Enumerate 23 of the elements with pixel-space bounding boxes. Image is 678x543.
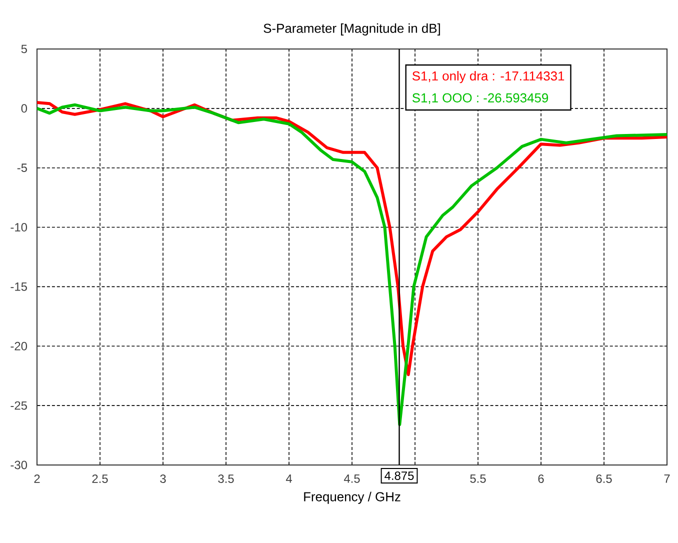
y-tick-label: -10 bbox=[10, 223, 28, 232]
x-tick-label: 7 bbox=[664, 474, 670, 483]
y-tick-label: 5 bbox=[21, 44, 27, 54]
y-tick-label: -20 bbox=[10, 342, 28, 350]
x-tick-label: 4.5 bbox=[344, 474, 360, 483]
y-tick-label: -5 bbox=[17, 164, 27, 172]
y-tick-label: -25 bbox=[10, 401, 27, 410]
x-tick-label: 6.5 bbox=[596, 474, 612, 483]
x-tick-label: 6 bbox=[538, 474, 544, 483]
x-tick-label: 4 bbox=[286, 474, 292, 483]
x-tick-label: 2 bbox=[34, 474, 40, 483]
x-axis-title: Frequency / GHz bbox=[304, 492, 400, 504]
annotation: S1,1 OOO : -26.593459 bbox=[412, 93, 548, 104]
chart-title: S-Parameter [Magnitude in dB] bbox=[264, 23, 440, 36]
x-tick-label: 3.5 bbox=[218, 474, 234, 483]
annotation: S1,1 only dra : -17.114331 bbox=[412, 71, 564, 84]
y-tick-label: 0 bbox=[21, 104, 28, 113]
x-tick-label: 2.5 bbox=[92, 474, 108, 483]
x-tick-label: 5.5 bbox=[470, 474, 486, 483]
ref-line-label: 4.875 bbox=[384, 471, 414, 480]
x-tick-label: 3 bbox=[160, 474, 166, 483]
y-tick-label: -30 bbox=[10, 460, 28, 470]
y-tick-label: -15 bbox=[10, 282, 27, 291]
